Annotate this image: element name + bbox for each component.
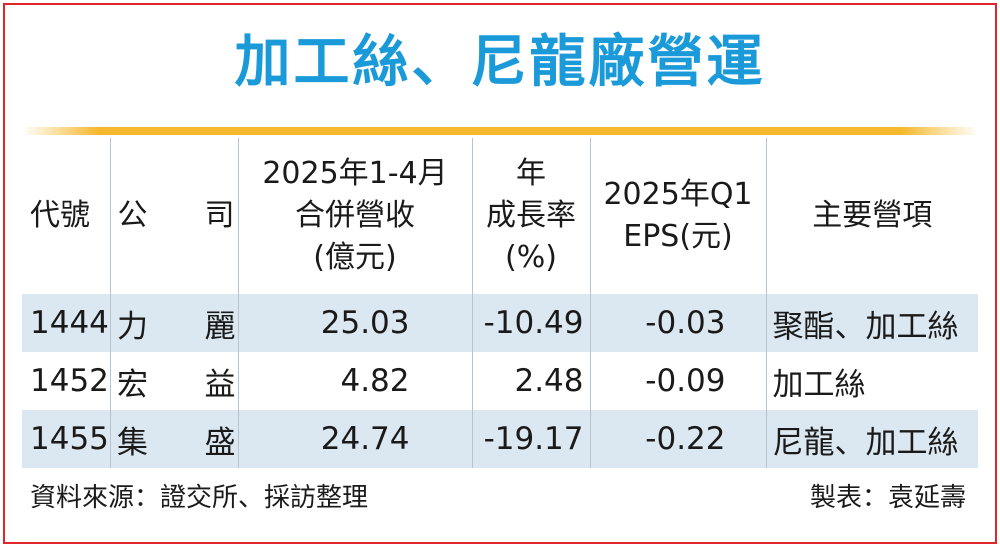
cell-company: 宏益 <box>109 352 238 410</box>
cell-growth: -19.17 <box>471 410 590 468</box>
table-row: 1444 力麗 25.03 -10.49 -0.03 聚酯、加工絲 <box>22 294 978 352</box>
cell-revenue: 4.82 <box>237 352 472 410</box>
cell-business: 尼龍、加工絲 <box>765 410 978 468</box>
page-frame <box>3 3 997 544</box>
credit-note: 製表：袁延壽 <box>809 483 966 513</box>
cell-business: 聚酯、加工絲 <box>765 294 978 352</box>
cell-eps: -0.09 <box>589 352 766 410</box>
header-revenue: 2025年1-4月 合併營收 (億元) <box>237 138 472 294</box>
cell-code: 1455 <box>22 410 110 468</box>
cell-company: 力麗 <box>109 294 238 352</box>
table-row: 1455 集盛 24.74 -19.17 -0.22 尼龍、加工絲 <box>22 410 978 468</box>
header-business: 主要營項 <box>765 138 978 294</box>
table-header-row: 代號 公司 2025年1-4月 合併營收 (億元) 年 成長率 (%) 2025… <box>22 138 978 294</box>
cell-eps: -0.03 <box>589 294 766 352</box>
cell-revenue: 25.03 <box>237 294 472 352</box>
source-note: 資料來源：證交所、採訪整理 <box>30 483 369 513</box>
cell-code: 1452 <box>30 363 109 399</box>
cell-company: 集盛 <box>109 410 238 468</box>
title-divider <box>22 127 978 135</box>
header-company: 公司 <box>109 138 238 294</box>
table-row: 1452 宏益 4.82 2.48 -0.09 加工絲 <box>22 352 978 410</box>
cell-eps: -0.22 <box>589 410 766 468</box>
header-growth: 年 成長率 (%) <box>471 138 590 294</box>
data-table: 代號 公司 2025年1-4月 合併營收 (億元) 年 成長率 (%) 2025… <box>22 138 978 468</box>
cell-business: 加工絲 <box>765 352 978 410</box>
cell-revenue: 24.74 <box>237 410 472 468</box>
header-eps: 2025年Q1 EPS(元) <box>589 138 766 294</box>
cell-growth: -10.49 <box>471 294 590 352</box>
page-title: 加工絲、尼龍廠營運 <box>234 30 766 95</box>
cell-code: 1444 <box>22 294 110 352</box>
header-code: 代號 <box>30 198 90 233</box>
cell-growth: 2.48 <box>471 352 590 410</box>
